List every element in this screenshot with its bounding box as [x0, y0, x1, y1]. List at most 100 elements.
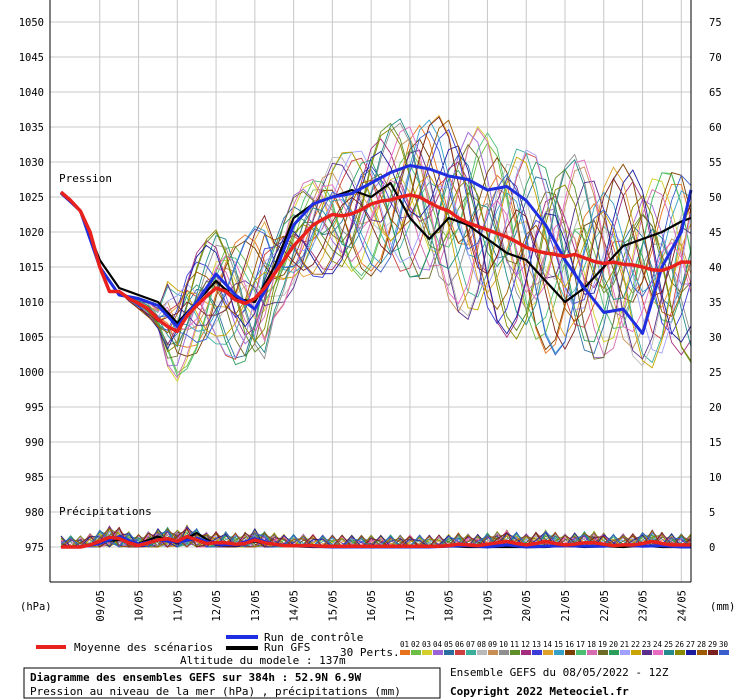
x-tick-label: 22/05 — [599, 590, 611, 622]
y2-tick-label: 20 — [709, 402, 722, 414]
pert-legend-swatch — [642, 650, 652, 655]
x-tick-label: 14/05 — [289, 590, 301, 622]
pert-legend-number: 29 — [708, 640, 717, 649]
gfs-pressure-line — [60, 181, 692, 325]
y2-tick-label: 35 — [709, 297, 722, 309]
pert-legend-number: 02 — [411, 640, 420, 649]
grid — [50, 0, 691, 582]
pert-legend-number: 06 — [455, 640, 465, 649]
pert-legend-swatch — [422, 650, 432, 655]
y2-tick-label: 65 — [709, 87, 722, 99]
pert-legend-swatch — [719, 650, 729, 655]
y-tick-label: 990 — [25, 437, 44, 449]
perturbation-pressure-line — [60, 124, 692, 354]
pert-legend-number: 08 — [477, 640, 487, 649]
x-tick-label: 11/05 — [172, 590, 184, 622]
pert-legend-number: 21 — [620, 640, 629, 649]
perturbation-pressure-line — [60, 145, 692, 350]
y2-tick-label: 75 — [709, 17, 722, 29]
pert-legend-swatch — [488, 650, 498, 655]
perturbation-pressure-line — [60, 119, 692, 334]
pert-legend-swatch — [565, 650, 575, 655]
x-tick-label: 09/05 — [95, 590, 107, 622]
y-tick-label: 975 — [25, 542, 44, 554]
perturbation-pressure-line — [60, 128, 692, 362]
y2-tick-label: 5 — [709, 507, 715, 519]
pert-legend-number: 03 — [422, 640, 431, 649]
pert-legend-swatch — [411, 650, 421, 655]
perturbation-pressure-line — [60, 143, 692, 360]
pert-legend-number: 15 — [554, 640, 563, 649]
pert-legend-swatch — [620, 650, 630, 655]
pert-legend-swatch — [466, 650, 476, 655]
x-tick-label: 21/05 — [560, 590, 572, 622]
y2-tick-label: 40 — [709, 262, 722, 274]
pert-legend-number: 16 — [565, 640, 575, 649]
pert-legend-number: 25 — [664, 640, 673, 649]
y-tick-label: 1010 — [19, 297, 44, 309]
pert-legend-swatch — [598, 650, 608, 655]
perturbation-pressure-line — [60, 142, 692, 374]
pert-legend-number: 07 — [466, 640, 475, 649]
right-unit-label: (mm) — [710, 601, 735, 613]
pert-legend-number: 12 — [521, 640, 530, 649]
pert-legend-number: 10 — [499, 640, 509, 649]
pert-legend-number: 26 — [675, 640, 685, 649]
y2-tick-label: 10 — [709, 472, 722, 484]
legend-mean-label: Moyenne des scénarios — [74, 641, 213, 654]
y-tick-label: 985 — [25, 472, 44, 484]
pert-legend-swatch — [477, 650, 487, 655]
pert-legend-swatch — [653, 650, 663, 655]
x-tick-label: 20/05 — [521, 590, 533, 622]
x-tick-label: 17/05 — [405, 590, 417, 622]
perturbation-pressure-line — [60, 126, 692, 343]
x-tick-label: 19/05 — [482, 590, 494, 622]
y-tick-label: 1005 — [19, 332, 44, 344]
pert-legend-number: 04 — [433, 640, 443, 649]
y2-tick-label: 55 — [709, 157, 722, 169]
pert-legend-number: 30 — [719, 640, 729, 649]
pert-legend-swatch — [697, 650, 707, 655]
y2-tick-label: 30 — [709, 332, 722, 344]
pert-legend-swatch — [708, 650, 718, 655]
perturbation-pressure-line — [60, 118, 692, 354]
footer-copyright: Copyright 2022 Meteociel.fr — [450, 685, 629, 698]
pert-legend-number: 19 — [598, 640, 607, 649]
y2-tick-label: 0 — [709, 542, 715, 554]
pert-legend-swatch — [400, 650, 410, 655]
pert-legend-swatch — [521, 650, 531, 655]
perturbation-pressure-line — [60, 151, 692, 369]
pert-legend-number: 20 — [609, 640, 619, 649]
pert-legend-number: 09 — [488, 640, 497, 649]
y-tick-label: 1020 — [19, 227, 44, 239]
left-axis-ticks: 1050 1045 1040 1035 1030 1025 1020 1015 1010 1005… — [19, 17, 44, 554]
pert-legend-swatch — [532, 650, 542, 655]
pert-legend-swatch — [499, 650, 509, 655]
pert-legend-number: 17 — [576, 640, 585, 649]
pert-legend-swatch — [433, 650, 443, 655]
legend: Moyenne des scénarios Run de contrôle Ru… — [36, 631, 729, 659]
pert-legend-swatch — [609, 650, 619, 655]
perturbation-pressure-line — [60, 149, 692, 360]
mean-precip-line — [61, 534, 691, 549]
pert-legend-number: 11 — [510, 640, 519, 649]
footer-subtitle: Pression au niveau de la mer (hPa) , pré… — [30, 685, 401, 698]
pert-legend-swatch — [554, 650, 564, 655]
y2-tick-label: 15 — [709, 437, 722, 449]
pert-legend-number: 18 — [587, 640, 597, 649]
pert-legend-swatch — [510, 650, 520, 655]
pert-legend-number: 05 — [444, 640, 453, 649]
control-pressure-line — [59, 164, 693, 335]
y-tick-label: 1050 — [19, 17, 44, 29]
x-tick-label: 13/05 — [250, 590, 262, 622]
x-tick-label: 23/05 — [638, 590, 650, 622]
footer-run-info: Ensemble GEFS du 08/05/2022 - 12Z — [450, 666, 669, 679]
pert-legend-number: 01 — [400, 640, 409, 649]
pert-legend-swatch — [587, 650, 597, 655]
pert-legend-number: 23 — [642, 640, 651, 649]
pert-legend-number: 13 — [532, 640, 541, 649]
pert-legend-swatch — [576, 650, 586, 655]
legend-control-label: Run de contrôle — [264, 631, 363, 644]
pert-legend-swatch — [686, 650, 696, 655]
